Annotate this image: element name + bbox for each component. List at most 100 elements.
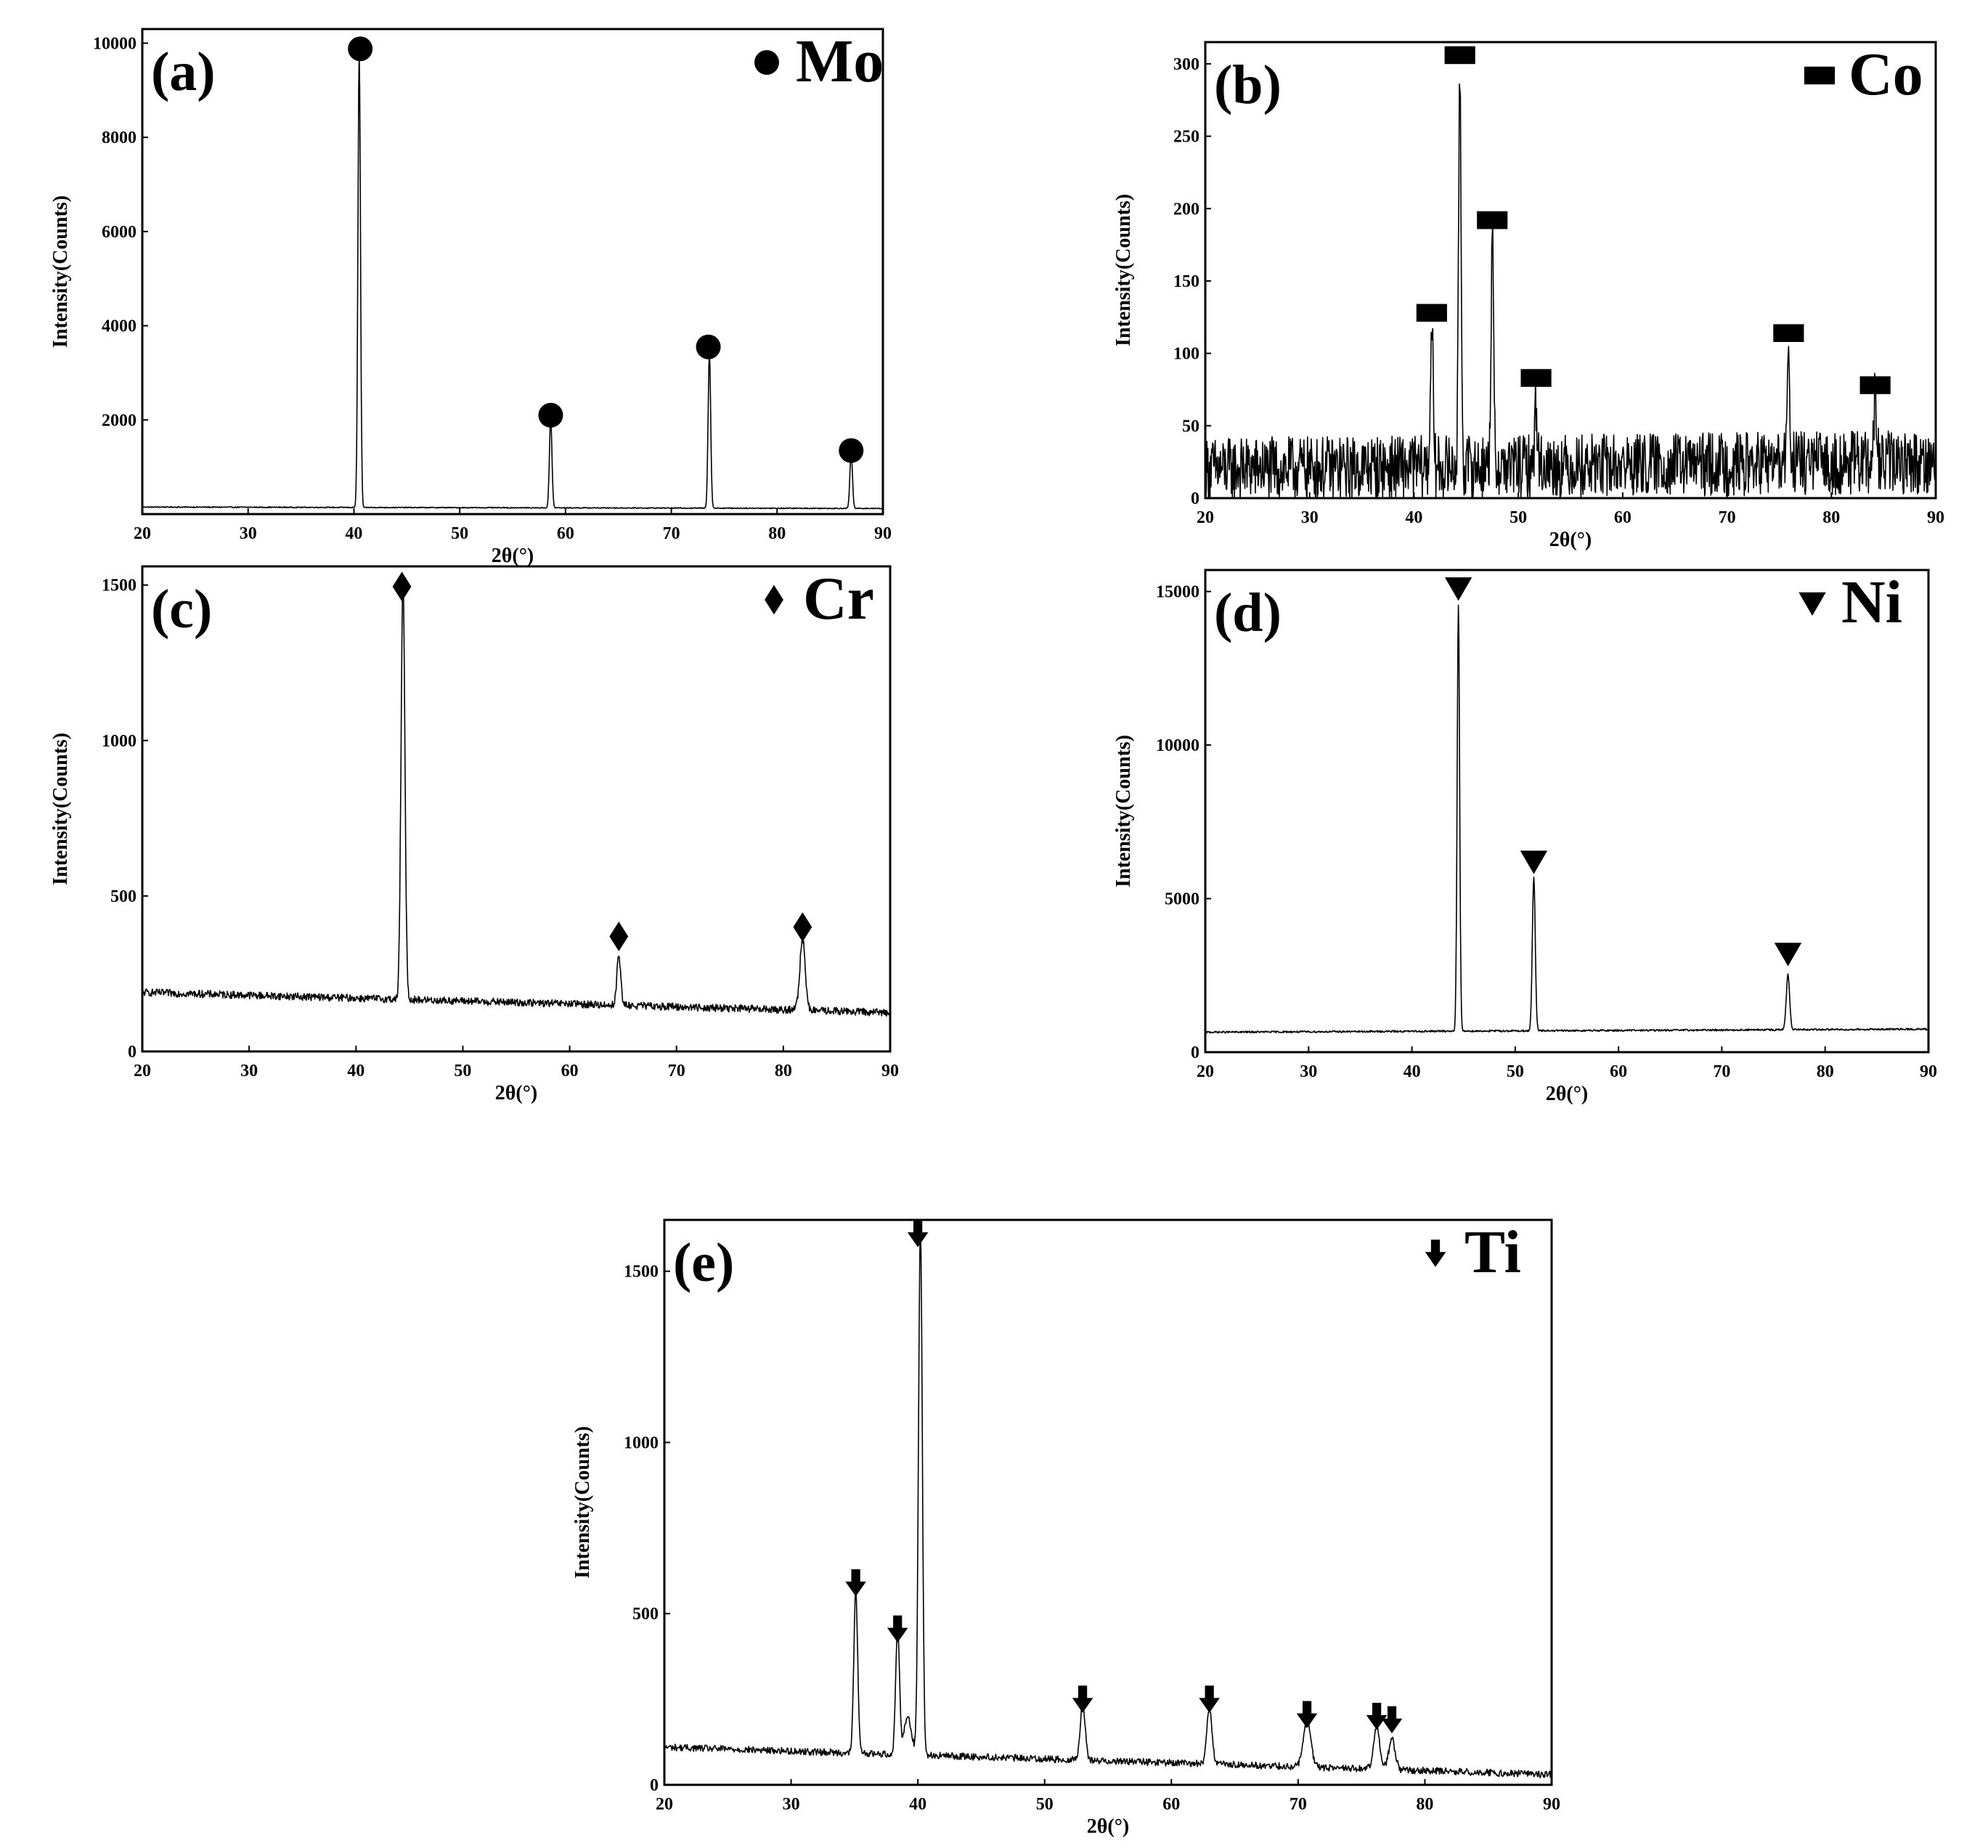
x-tick-label: 80 (1822, 508, 1840, 527)
x-axis-title: 2θ(°) (1546, 1083, 1588, 1105)
panel-label: (b) (1214, 54, 1282, 115)
plot-frame (1204, 41, 1937, 500)
x-tick-label: 90 (1543, 1795, 1560, 1814)
y-tick-label: 8000 (102, 129, 137, 147)
x-tick-label: 50 (1507, 1062, 1524, 1081)
legend: Ni (1798, 569, 1902, 636)
peak-marker (845, 1569, 866, 1597)
x-tick-label: 80 (768, 524, 786, 543)
peak-marker (793, 912, 812, 943)
y-tick-label: 500 (632, 1605, 659, 1624)
panel-d: 20 30 40 50 60 70 80 90 0 5000 10000 15000 2θ(°) Inte… (1112, 569, 1937, 1105)
x-tick-label: 70 (668, 1062, 685, 1080)
x-tick-label: 50 (454, 1062, 471, 1080)
x-tick-label: 40 (347, 1062, 364, 1080)
peak-marker (696, 334, 721, 359)
legend-label: Mo (796, 28, 884, 95)
x-tick-label: 70 (1713, 1062, 1730, 1081)
x-tick-label: 40 (909, 1795, 926, 1814)
y-axis-title: Intensity(Counts) (49, 733, 72, 885)
peak-marker (839, 438, 864, 463)
x-axis-title: 2θ(°) (1087, 1815, 1129, 1838)
x-tick-label: 80 (775, 1062, 792, 1080)
y-tick-label: 500 (110, 887, 137, 906)
peak-marker (1444, 577, 1472, 601)
x-axis-title: 2θ(°) (495, 1082, 537, 1104)
y-tick-label: 50 (1182, 417, 1199, 436)
x-tick-label: 90 (1927, 508, 1944, 527)
legend: Ti (1425, 1218, 1521, 1286)
x-tick-label: 50 (1036, 1795, 1054, 1814)
y-tick-label: 100 (1173, 345, 1199, 364)
peak-marker (538, 402, 563, 428)
peak-marker (1416, 304, 1447, 322)
peak-marker (1859, 376, 1891, 394)
y-tick-label: 1500 (102, 577, 137, 595)
y-tick-label: 4000 (102, 317, 137, 336)
x-tick-label: 80 (1817, 1062, 1834, 1081)
x-tick-label: 70 (1719, 508, 1736, 527)
y-tick-label: 0 (1191, 489, 1199, 508)
xrd-trace (1205, 604, 1929, 1034)
y-tick-label: 6000 (102, 223, 137, 242)
y-tick-label: 300 (1173, 55, 1199, 74)
legend: Co (1804, 41, 1923, 108)
peak-marker (907, 1220, 929, 1247)
peak-marker (1072, 1685, 1093, 1713)
y-tick-label: 1000 (102, 732, 137, 751)
panel-e: 20 30 40 50 60 70 80 90 0 500 1000 1500 2θ(°) Intensi… (571, 1218, 1560, 1838)
x-tick-label: 60 (1162, 1795, 1180, 1814)
x-axis-title: 2θ(°) (492, 545, 534, 567)
y-axis-title: Intensity(Counts) (49, 195, 72, 348)
x-tick-label: 20 (134, 1062, 151, 1080)
legend: Mo (754, 28, 884, 95)
legend-marker (1798, 592, 1826, 616)
x-tick-label: 70 (1290, 1795, 1307, 1814)
y-axis-title: Intensity(Counts) (1112, 194, 1135, 346)
peak-marker (1477, 211, 1508, 229)
x-tick-label: 70 (663, 524, 680, 543)
xrd-trace (142, 577, 891, 1017)
x-tick-label: 60 (557, 524, 574, 543)
x-tick-label: 20 (1197, 1062, 1214, 1081)
x-axis-title: 2θ(°) (1549, 529, 1592, 551)
plot-frame (141, 565, 892, 1053)
x-tick-label: 60 (1614, 508, 1631, 527)
x-tick-label: 20 (656, 1795, 673, 1814)
x-tick-label: 90 (1920, 1062, 1937, 1081)
legend-label: Ti (1464, 1218, 1521, 1286)
y-tick-label: 1000 (624, 1433, 659, 1452)
plot-frame (1204, 569, 1930, 1054)
peak-marker (392, 571, 412, 602)
y-tick-label: 0 (128, 1043, 137, 1062)
legend-marker (1804, 66, 1836, 85)
x-tick-label: 60 (561, 1062, 579, 1080)
peak-marker (1444, 46, 1475, 65)
legend: Cr (765, 565, 874, 632)
panel-label: (d) (1214, 582, 1282, 643)
y-tick-label: 0 (1191, 1043, 1199, 1062)
plot-frame (141, 28, 884, 516)
panel-b: 20 30 40 50 60 70 80 90 0 50 100 150 200 250 300 2θ(°) I… (1112, 41, 1944, 551)
legend-label: Co (1849, 41, 1923, 108)
y-tick-label: 2000 (102, 411, 137, 430)
y-tick-label: 10000 (93, 34, 137, 53)
peak-marker (887, 1615, 908, 1643)
xrd-trace (142, 50, 884, 510)
panel-c: 20 30 40 50 60 70 80 90 0 500 1000 1500 2θ(°) Intensi… (49, 565, 899, 1104)
x-tick-label: 30 (1300, 1062, 1317, 1081)
peak-marker (1296, 1701, 1318, 1729)
x-tick-label: 30 (240, 1062, 258, 1080)
panel-label: (c) (151, 579, 212, 640)
x-tick-label: 40 (1404, 1062, 1421, 1081)
legend-marker (765, 585, 783, 615)
peak-marker (1773, 324, 1804, 342)
y-tick-label: 0 (650, 1776, 659, 1795)
y-tick-label: 150 (1173, 272, 1199, 291)
y-axis-title: Intensity(Counts) (1112, 735, 1135, 887)
y-tick-label: 10000 (1156, 736, 1199, 755)
y-axis-title: Intensity(Counts) (571, 1426, 594, 1579)
peak-marker (1520, 369, 1552, 387)
peak-marker (1199, 1685, 1220, 1713)
